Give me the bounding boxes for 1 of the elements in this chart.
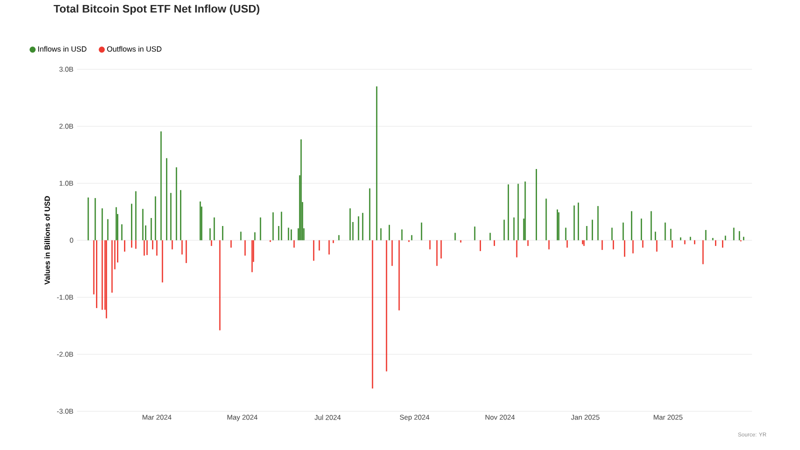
chart-title: Total Bitcoin Spot ETF Net Inflow (USD) bbox=[54, 4, 260, 15]
